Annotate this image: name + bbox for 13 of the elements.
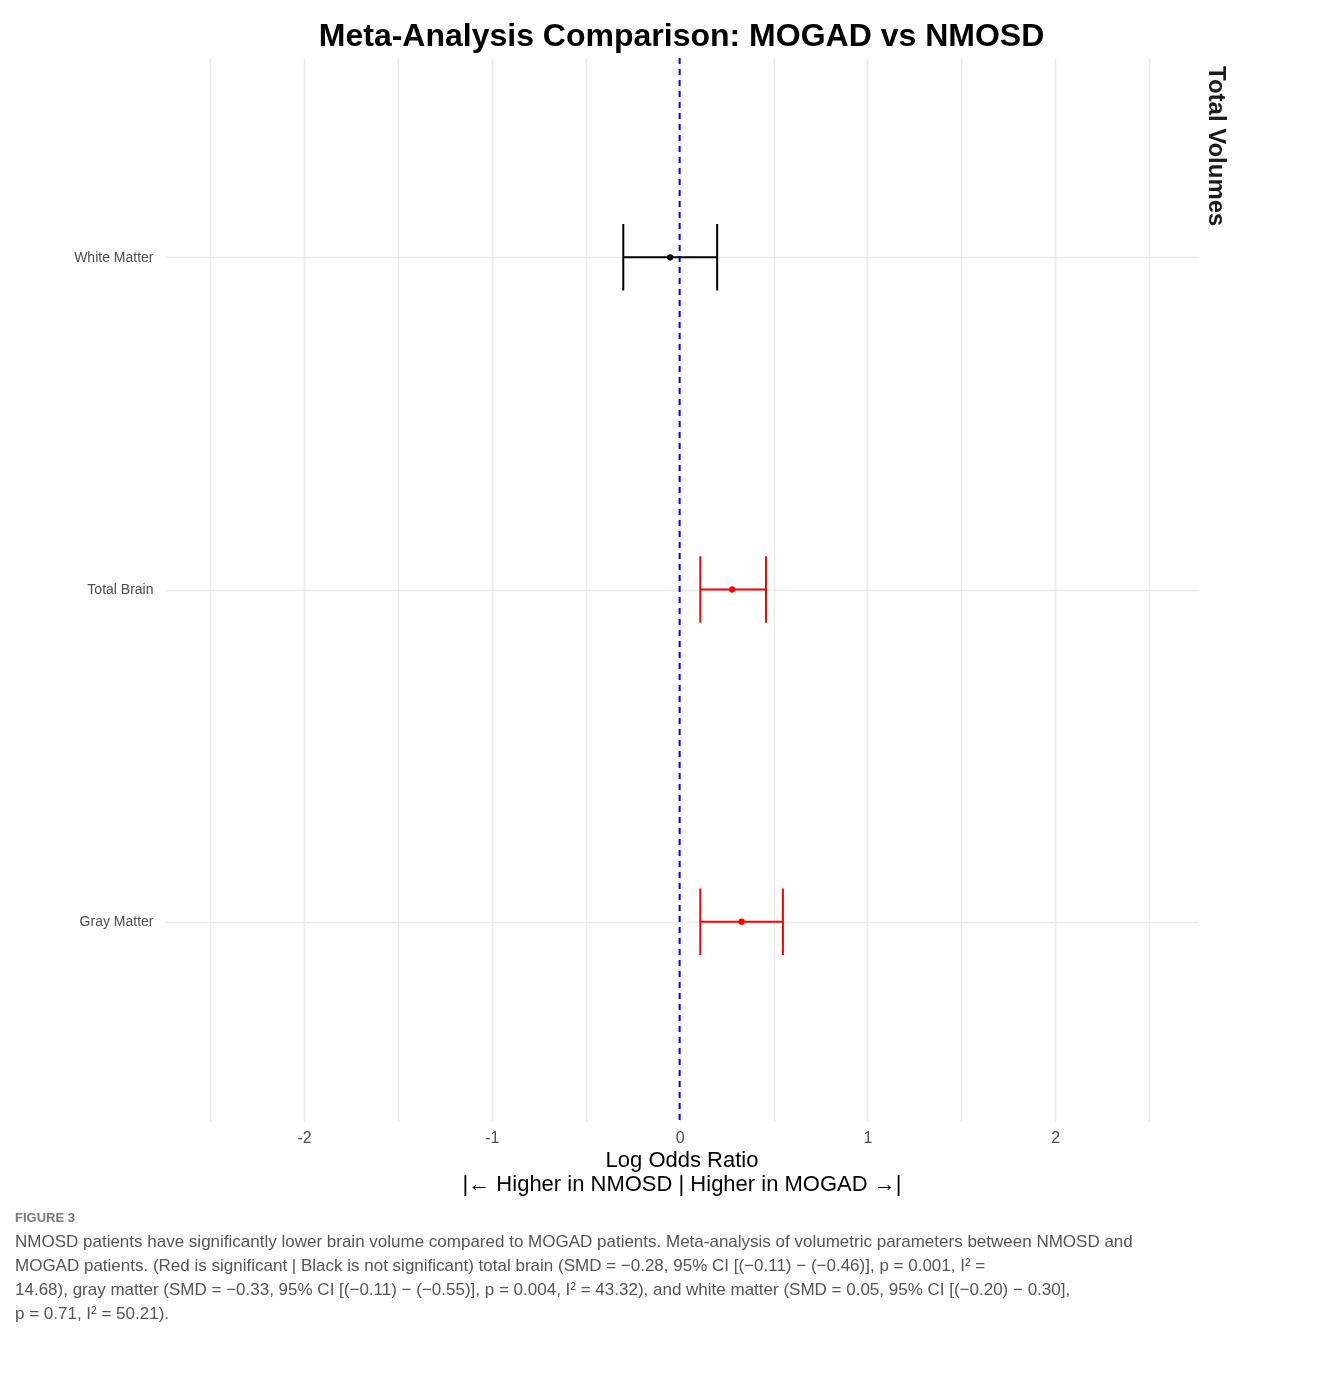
x-axis-title: Log Odds Ratio |← Higher in NMOSD | Higher in MOGAD →|	[462, 1146, 902, 1196]
x-tick-label: -1	[485, 1128, 500, 1146]
y-tick-label: White Matter	[74, 248, 154, 265]
y-tick-label: Total Brain	[87, 581, 154, 597]
x-tick-label: -2	[297, 1128, 312, 1146]
caption: FIGURE 3	[15, 1210, 75, 1225]
y-tick-label: Gray Matter	[79, 913, 154, 930]
x-tick-label: 2	[1051, 1128, 1061, 1146]
text: NMOSD patients have significantly lower brain volume compared to MOGAD patients. Meta-analysis of volumetric parameters between NMOSD and MOGAD patients. (Red is significant | Black is not significant) total brain (SMD = −0.28, 95% CI [(−0.11) − (−0.46)], p = 0.001, I² = 14.68), gray matter (SMD = −0.33, 95% CI [(−0.11) − (−0.55)], p = 0.004, I² = 43.32), and white matter (SMD = 0.05, 95% CI [(−0.20) − 0.30], p = 0.71, I² = 50.21).	[15, 1232, 1133, 1323]
chart-title: Meta-Analysis Comparison: MOGAD vs NMOSD	[318, 17, 1045, 53]
x-tick-label: 0	[675, 1128, 685, 1146]
x-tick-label: 1	[863, 1128, 873, 1146]
text: Total Volumes	[1204, 66, 1231, 227]
